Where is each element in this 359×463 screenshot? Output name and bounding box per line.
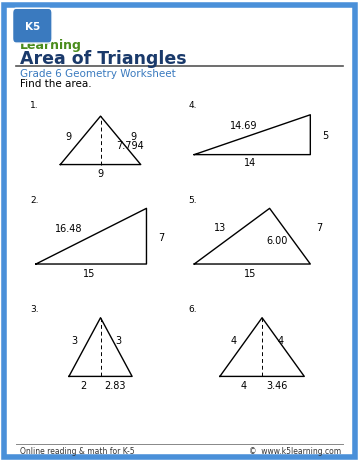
Text: ©  www.k5learning.com: © www.k5learning.com xyxy=(249,446,341,456)
Text: 3.46: 3.46 xyxy=(266,381,288,390)
Text: 1.: 1. xyxy=(30,100,39,109)
Text: Find the area.: Find the area. xyxy=(20,78,92,88)
Text: 9: 9 xyxy=(66,131,72,142)
Text: 2.: 2. xyxy=(30,195,39,204)
Text: 4.: 4. xyxy=(188,100,197,109)
Text: 13: 13 xyxy=(214,222,226,232)
Text: 15: 15 xyxy=(244,269,256,279)
Text: Grade 6 Geometry Worksheet: Grade 6 Geometry Worksheet xyxy=(20,69,176,79)
Text: 9: 9 xyxy=(131,131,137,142)
Text: 14.69: 14.69 xyxy=(230,121,258,131)
Text: Online reading & math for K-5: Online reading & math for K-5 xyxy=(20,446,134,456)
Text: 3: 3 xyxy=(71,335,78,345)
Text: Learning: Learning xyxy=(20,39,81,52)
Text: 6.00: 6.00 xyxy=(267,235,288,245)
Text: 4: 4 xyxy=(230,335,237,345)
Text: 4: 4 xyxy=(277,335,283,345)
Text: 7.794: 7.794 xyxy=(116,141,144,150)
Text: 2.83: 2.83 xyxy=(104,381,126,390)
Text: 6.: 6. xyxy=(188,304,197,313)
Text: 5.: 5. xyxy=(188,195,197,204)
FancyBboxPatch shape xyxy=(4,6,355,457)
Text: 4: 4 xyxy=(241,381,247,390)
Text: 14: 14 xyxy=(244,158,256,168)
FancyBboxPatch shape xyxy=(13,9,52,44)
Text: 16.48: 16.48 xyxy=(55,224,83,234)
Text: 3: 3 xyxy=(115,335,121,345)
Text: Area of Triangles: Area of Triangles xyxy=(20,50,186,68)
Text: 15: 15 xyxy=(83,269,95,279)
Text: 2: 2 xyxy=(80,381,87,390)
Text: 7: 7 xyxy=(158,232,164,242)
Text: K5: K5 xyxy=(25,22,40,32)
Text: 5: 5 xyxy=(322,131,328,141)
Text: 3.: 3. xyxy=(30,304,39,313)
Text: 7: 7 xyxy=(316,222,322,232)
Text: 9: 9 xyxy=(97,169,104,179)
